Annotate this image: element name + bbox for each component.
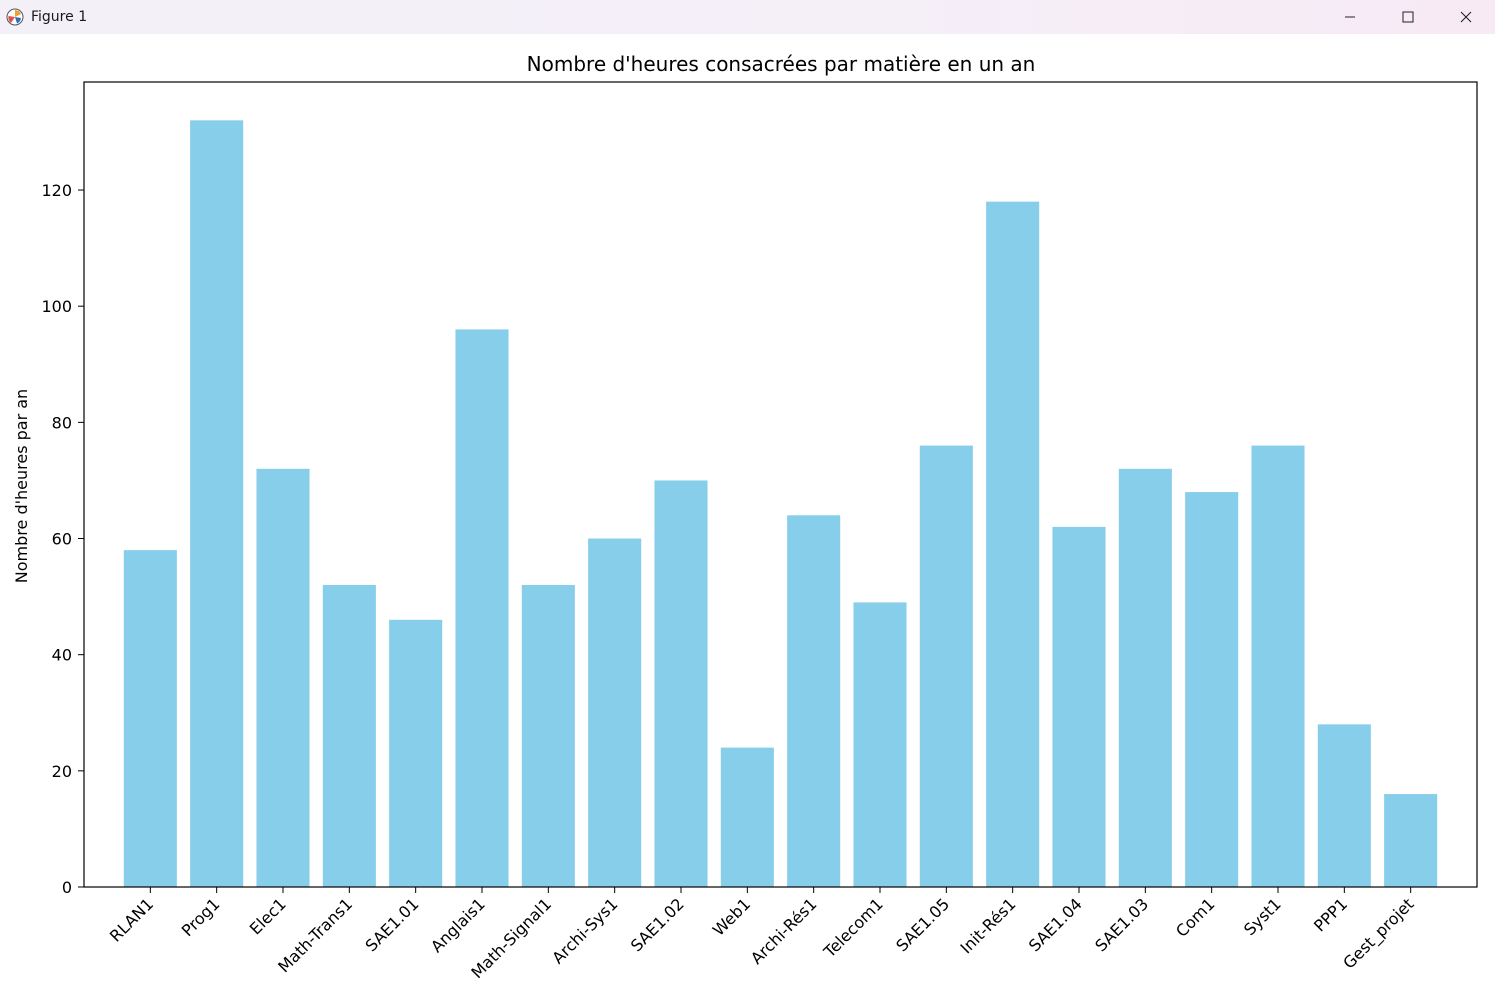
chart-title: Nombre d'heures consacrées par matière e…	[527, 52, 1036, 76]
y-tick-label: 80	[52, 413, 72, 432]
x-tick-label-SAE1.01: SAE1.01	[362, 894, 423, 955]
bar-chart: Nombre d'heures consacrées par matière e…	[12, 52, 1478, 982]
x-tick-label-Web1: Web1	[709, 894, 754, 939]
y-tick-label: 20	[52, 762, 72, 781]
bar-SAE1.05	[919, 445, 973, 887]
y-tick-label: 0	[62, 878, 72, 897]
y-tick-label: 60	[52, 530, 72, 549]
x-tick-label-SAE1.04: SAE1.04	[1025, 894, 1086, 955]
x-tick-label-Prog1: Prog1	[178, 894, 224, 940]
bar-Web1	[720, 747, 774, 887]
x-tick-label-SAE1.02: SAE1.02	[627, 894, 688, 955]
x-tick-label-Init-Rés1: Init-Rés1	[956, 894, 1019, 957]
close-button[interactable]	[1437, 0, 1495, 34]
bar-Init-Rés1	[986, 201, 1040, 887]
bar-RLAN1	[123, 550, 177, 887]
bar-Prog1	[190, 120, 244, 888]
minimize-icon	[1345, 16, 1355, 18]
bar-Gest_projet	[1384, 794, 1438, 887]
figure-canvas: Nombre d'heures consacrées par matière e…	[0, 34, 1495, 982]
x-tick-label-Syst1: Syst1	[1240, 894, 1285, 939]
x-tick-label-Archi-Sys1: Archi-Sys1	[548, 894, 621, 967]
x-tick-label-Elec1: Elec1	[246, 894, 290, 938]
bar-SAE1.04	[1052, 526, 1106, 887]
bars-layer	[123, 120, 1438, 888]
bar-Syst1	[1251, 445, 1305, 887]
window-title: Figure 1	[31, 9, 88, 25]
x-tick-label-RLAN1: RLAN1	[106, 894, 157, 945]
bar-Telecom1	[853, 602, 907, 887]
maximize-icon	[1402, 11, 1414, 23]
y-ticks: 0 20 40 60 80 100 120	[41, 181, 84, 897]
x-tick-label-Archi-Rés1: Archi-Rés1	[747, 894, 821, 968]
x-tick-label-PPP1: PPP1	[1310, 894, 1351, 935]
y-tick-label: 120	[41, 181, 72, 200]
bar-Math-Signal1	[521, 584, 575, 887]
bar-Anglais1	[455, 329, 509, 887]
x-tick-label-Com1: Com1	[1172, 894, 1218, 940]
x-tick-label-Telecom1: Telecom1	[819, 894, 887, 962]
window-controls	[1321, 0, 1495, 34]
bar-Archi-Sys1	[588, 538, 642, 887]
bar-Elec1	[256, 468, 310, 887]
maximize-button[interactable]	[1379, 0, 1437, 34]
x-tick-label-Gest_projet: Gest_projet	[1339, 894, 1418, 973]
y-tick-label: 40	[52, 646, 72, 665]
close-icon	[1460, 11, 1472, 23]
bar-Math-Trans1	[322, 584, 376, 887]
bar-SAE1.02	[654, 480, 708, 887]
bar-Com1	[1185, 492, 1239, 887]
y-tick-label: 100	[41, 297, 72, 316]
bar-Archi-Rés1	[787, 515, 841, 887]
plot-frame	[83, 81, 1478, 888]
bar-SAE1.01	[389, 619, 443, 887]
x-tick-label-Anglais1: Anglais1	[427, 894, 489, 956]
matplotlib-logo-icon	[5, 7, 25, 27]
x-tick-label-SAE1.05: SAE1.05	[892, 894, 953, 955]
bar-PPP1	[1317, 724, 1371, 887]
window-titlebar: Figure 1	[0, 0, 1495, 34]
x-tick-label-SAE1.03: SAE1.03	[1091, 894, 1152, 955]
y-axis-label: Nombre d'heures par an	[12, 389, 31, 583]
minimize-button[interactable]	[1321, 0, 1379, 34]
bar-SAE1.03	[1118, 468, 1172, 887]
